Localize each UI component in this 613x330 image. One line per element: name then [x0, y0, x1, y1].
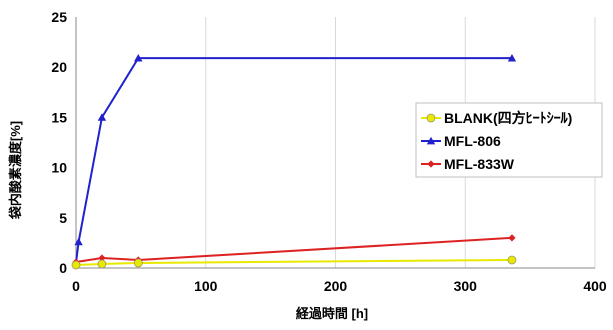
series-line	[75, 258, 512, 266]
data-point	[133, 258, 143, 268]
x-tick-label: 200	[324, 278, 348, 294]
data-point	[98, 254, 106, 262]
series-line	[75, 236, 513, 263]
x-tick-label: 400	[583, 278, 607, 294]
data-point	[507, 255, 517, 265]
y-axis-title: 袋内酸素濃度[%]	[8, 121, 23, 220]
data-point	[97, 113, 107, 121]
x-axis-title: 経過時間 [h]	[296, 306, 368, 321]
y-tick-label: 25	[51, 9, 67, 25]
y-tick-label: 0	[59, 260, 67, 276]
y-tick-label: 10	[51, 160, 67, 176]
data-point	[134, 53, 143, 62]
legend-marker	[426, 113, 436, 123]
ticks-layer: 0 100 200 300 400 0 5 10 15 20 25	[51, 9, 606, 294]
data-point	[71, 260, 81, 270]
x-tick-label: 300	[454, 278, 478, 294]
legend-label: BLANK(四方ﾋｰﾄｼｰﾙ)	[444, 110, 572, 126]
data-point	[507, 53, 517, 62]
legend-marker	[426, 136, 436, 145]
y-tick-label: 20	[51, 59, 67, 75]
y-tick-label: 15	[51, 109, 67, 125]
axes-layer	[75, 17, 595, 269]
data-point	[97, 259, 107, 269]
x-tick-label: 100	[194, 278, 218, 294]
y-tick-label: 5	[59, 210, 67, 226]
series-0	[71, 255, 517, 270]
legend-label: MFL-806	[444, 133, 501, 149]
series-layer	[71, 53, 517, 270]
legend-box	[415, 102, 603, 178]
data-point	[508, 234, 516, 242]
legend: BLANK(四方ﾋｰﾄｼｰﾙ) MFL-806 MFL-833W	[415, 102, 603, 178]
legend-marker	[427, 160, 435, 168]
legend-label: MFL-833W	[444, 156, 515, 172]
data-point	[74, 237, 83, 246]
x-tick-label: 0	[72, 278, 80, 294]
